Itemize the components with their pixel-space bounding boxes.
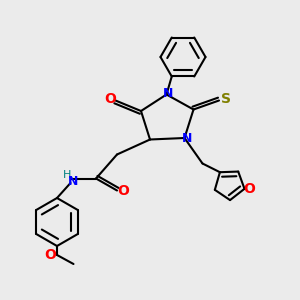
Text: O: O <box>44 248 56 262</box>
Text: N: N <box>68 175 78 188</box>
Text: O: O <box>243 182 255 196</box>
Text: N: N <box>182 132 192 145</box>
Text: O: O <box>118 184 130 198</box>
Text: N: N <box>163 87 173 101</box>
Text: O: O <box>104 92 116 106</box>
Text: S: S <box>220 92 231 106</box>
Text: H: H <box>63 170 72 181</box>
